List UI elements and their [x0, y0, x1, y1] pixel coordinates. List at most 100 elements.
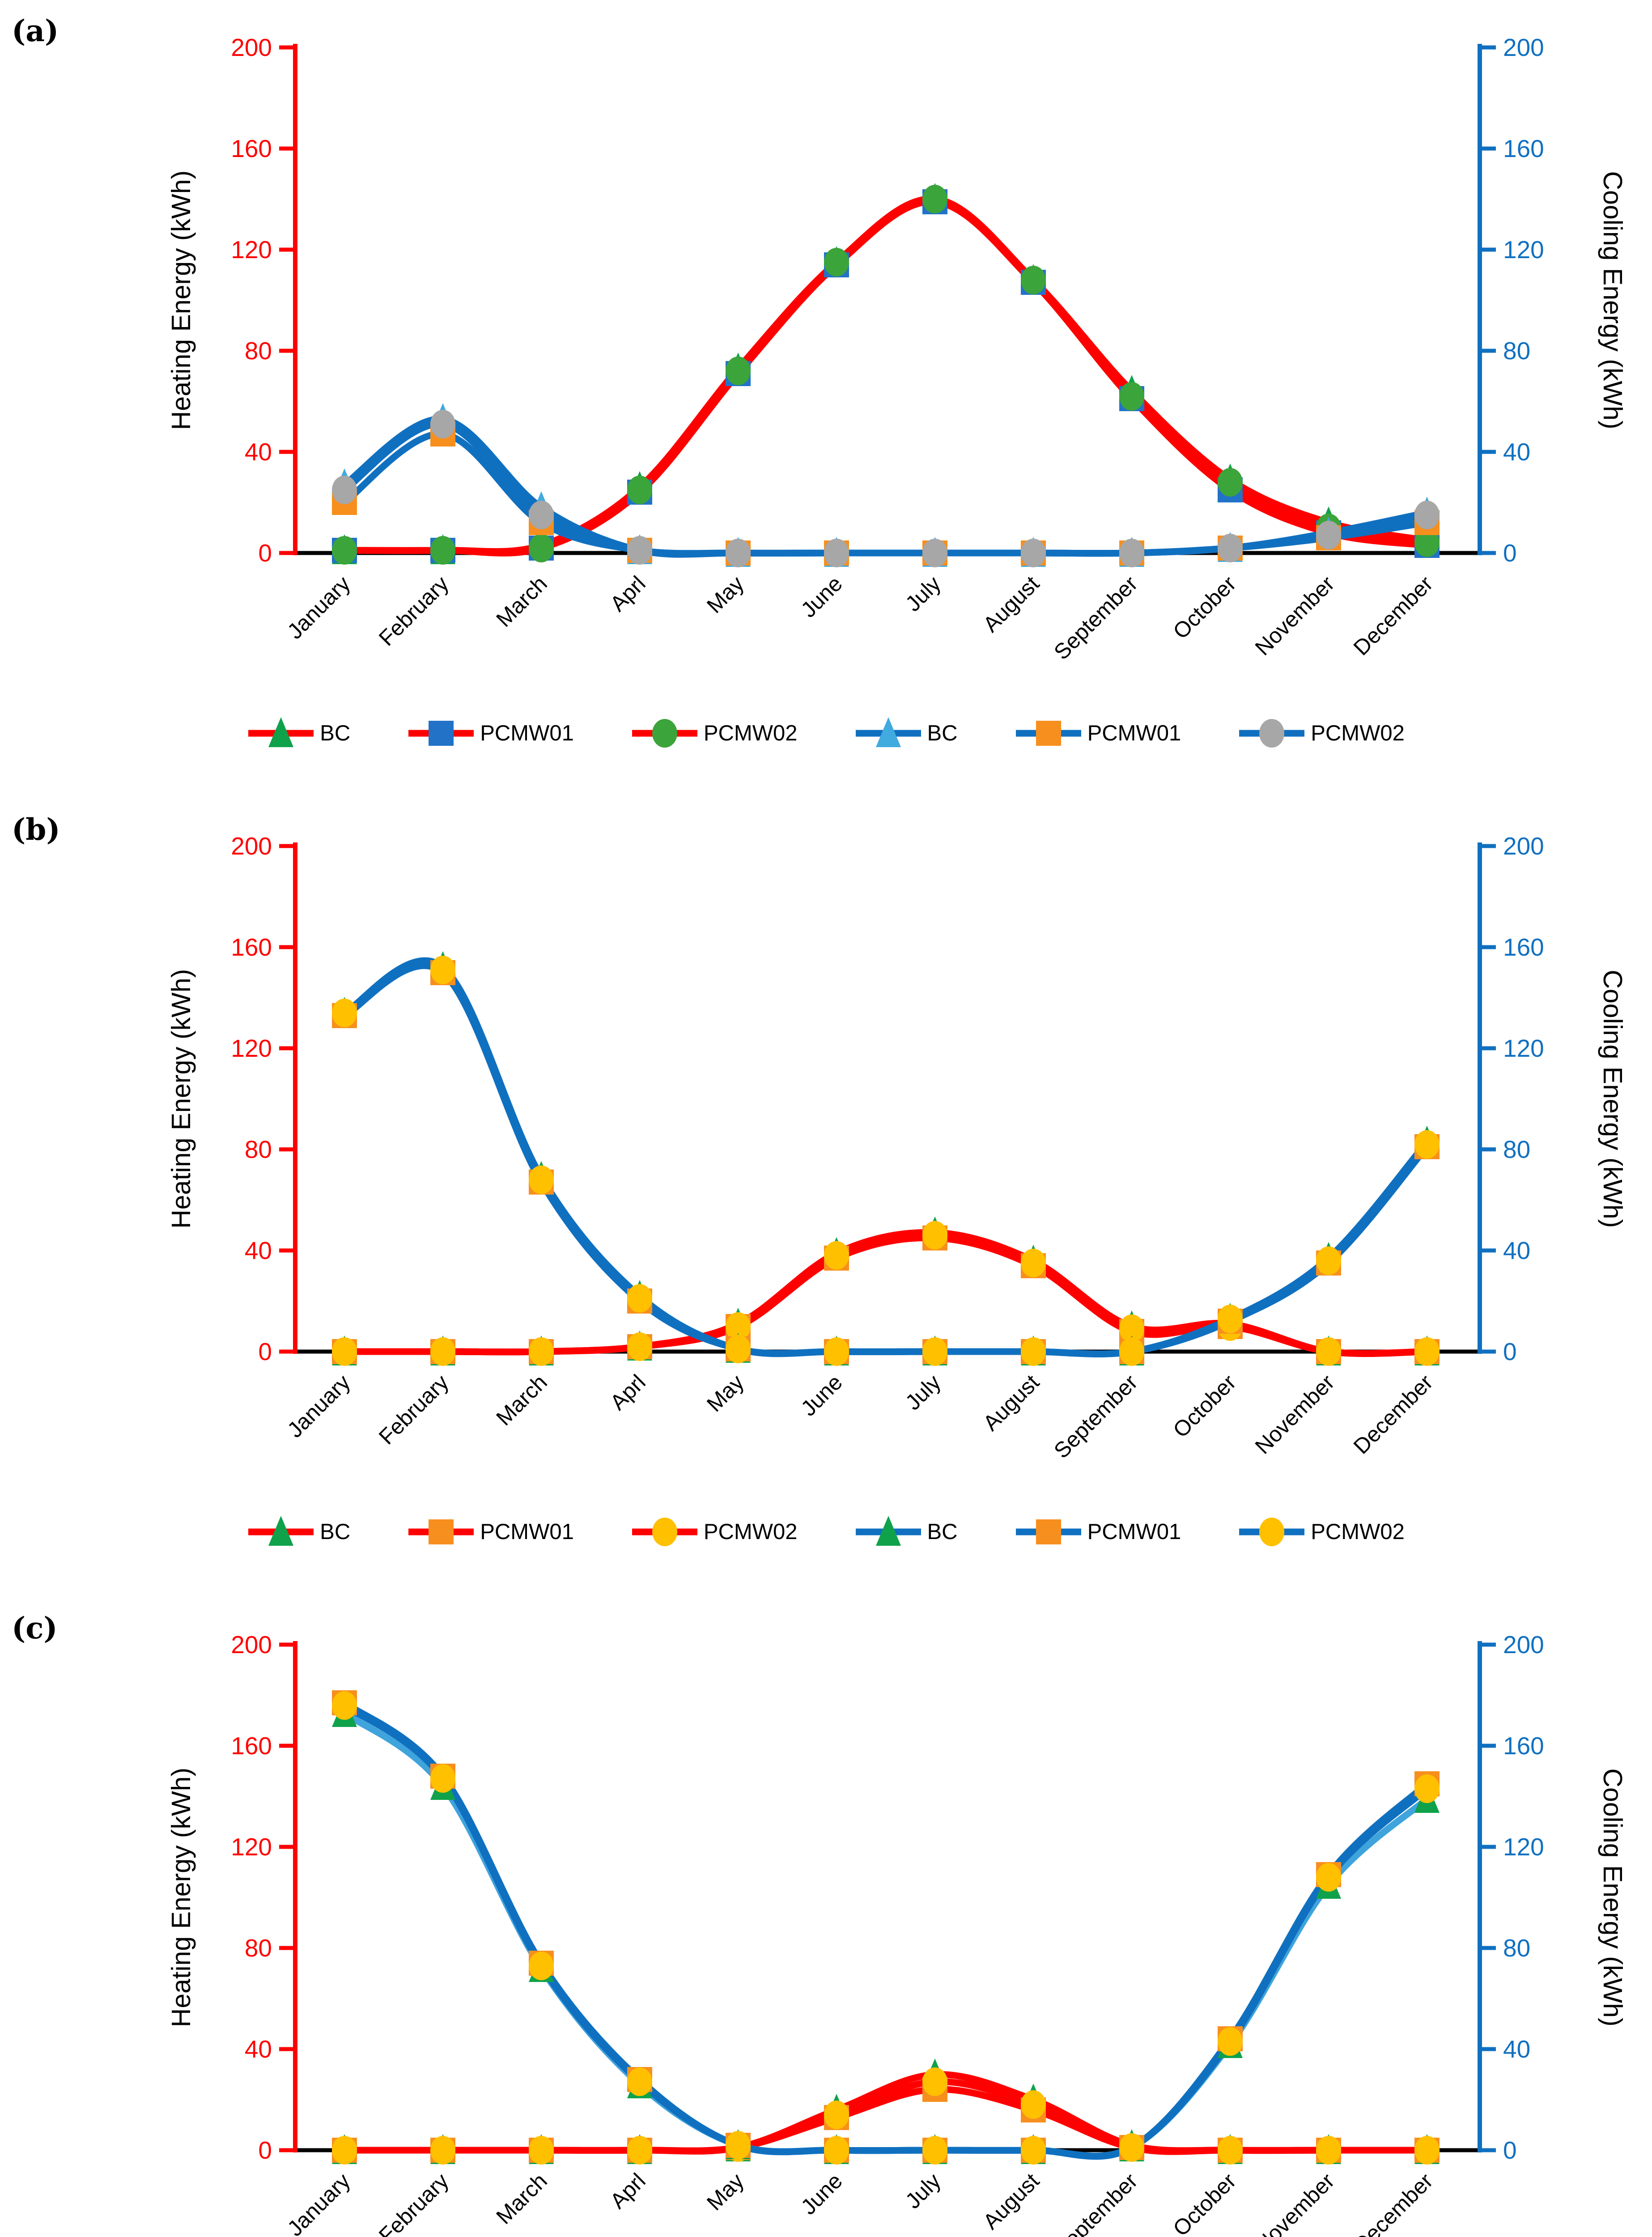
legend-circle-marker: [652, 1518, 677, 1546]
series-right-PCMW02-circle-marker: [1316, 521, 1341, 549]
left-tick-label: 120: [231, 236, 272, 264]
series-right-PCMW02-circle-marker: [1316, 1246, 1341, 1275]
panel-letter-a: (a): [12, 13, 59, 48]
x-tick-label: December: [1349, 1370, 1438, 1459]
series-line-right-PCMW02: [341, 1702, 1431, 2160]
series-right-PCMW02-circle-marker: [430, 1764, 455, 1793]
right-tick-label: 200: [1503, 1631, 1544, 1659]
series-right-PCMW02-circle-marker: [1021, 2136, 1046, 2165]
legend-item-right-PCMW02: PCMW02: [1238, 714, 1405, 753]
panel-letter-c: (c): [12, 1611, 58, 1646]
x-tick-label: May: [702, 1370, 749, 1416]
series-line-right-PCMW02: [341, 959, 1431, 1357]
right-tick-label: 40: [1503, 438, 1530, 466]
series-left-PCMW02-circle-marker: [1119, 1314, 1144, 1343]
series-line-left-PCMW02: [341, 1232, 1431, 1357]
legend-square-marker: [1036, 721, 1061, 746]
series-right-PCMW02-circle-marker: [1414, 501, 1440, 529]
series-right-PCMW02-circle-marker: [627, 536, 652, 565]
left-tick-label: 160: [231, 135, 272, 162]
left-axis-title: Heating Energy (kWh): [166, 969, 196, 1229]
series-right-PCMW02-circle-marker: [726, 539, 751, 567]
series-left-PCMW02-circle-marker: [1316, 1337, 1341, 1366]
right-tick-label: 40: [1503, 2035, 1530, 2063]
left-tick-label: 0: [258, 1338, 272, 1365]
left-tick-label: 200: [231, 34, 272, 61]
series-left-PCMW02-circle-marker: [1414, 2136, 1440, 2165]
series-right-PCMW02-circle-marker: [1119, 2133, 1144, 2162]
series-right-PCMW02-circle-marker: [1021, 1337, 1046, 1366]
legend-label: PCMW01: [1087, 1520, 1181, 1544]
right-tick-label: 160: [1503, 1732, 1544, 1760]
legend-series-icon: [408, 1519, 474, 1544]
heating-cooling-chart-c: 0 0 40 40 80 80 120 120 160 160 200 200 Heating Ener…: [166, 1631, 1627, 2237]
right-axis-title: Cooling Energy (kWh): [1598, 970, 1627, 1228]
x-tick-label: July: [901, 571, 946, 616]
series-left-PCMW02-circle-marker: [922, 2067, 947, 2096]
x-tick-label: June: [796, 1370, 847, 1421]
x-tick-label: September: [1049, 2169, 1142, 2237]
x-tick-label: February: [374, 571, 454, 651]
series-right-PCMW02-circle-marker: [922, 1337, 947, 1366]
series-left-PCMW02-circle-marker: [824, 248, 849, 276]
series-left-PCMW02-circle-marker: [627, 2136, 652, 2165]
x-tick-label: June: [796, 572, 847, 622]
series-left-PCMW02-circle-marker: [824, 1241, 849, 1270]
legend-series-icon: [248, 1516, 314, 1546]
legend-triangle-marker: [875, 717, 901, 747]
series-left-PCMW02-circle-marker: [332, 2136, 357, 2165]
legend-item-right-BC: BC: [855, 1513, 958, 1551]
series-right-PCMW02-circle-marker: [1316, 1863, 1341, 1892]
left-tick-label: 0: [258, 2136, 272, 2164]
right-tick-label: 160: [1503, 135, 1544, 162]
legend-series-icon: [248, 717, 314, 747]
left-tick-label: 160: [231, 1732, 272, 1760]
x-tick-label: December: [1349, 572, 1438, 660]
left-axis-title: Heating Energy (kWh): [166, 1768, 196, 2027]
x-tick-label: March: [492, 572, 552, 632]
series-left-PCMW02-circle-marker: [332, 536, 357, 565]
legend-series-icon: [855, 1516, 921, 1546]
left-tick-label: 0: [258, 539, 272, 567]
left-tick-label: 200: [231, 832, 272, 860]
series-left-PCMW02-circle-marker: [332, 1337, 357, 1366]
right-tick-label: 160: [1503, 933, 1544, 961]
x-tick-label: May: [702, 2169, 749, 2215]
right-tick-label: 0: [1503, 1338, 1517, 1365]
right-tick-label: 80: [1503, 1934, 1530, 1962]
x-tick-label: November: [1251, 572, 1339, 660]
left-axis-title: Heating Energy (kWh): [166, 170, 196, 430]
x-tick-label: Aprl: [606, 2169, 650, 2214]
series-line-right-PCMW01: [341, 962, 1431, 1357]
legend-circle-marker: [652, 719, 677, 748]
legend-square-marker: [429, 1519, 454, 1544]
x-tick-label: October: [1168, 572, 1240, 644]
legend-item-left-BC: BC: [247, 714, 350, 753]
series-left-PCMW02-circle-marker: [430, 1337, 455, 1366]
series-left-PCMW02-circle-marker: [1218, 468, 1243, 497]
series-left-PCMW02-circle-marker: [1119, 382, 1144, 411]
legend-item-right-PCMW02: PCMW02: [1238, 1513, 1405, 1551]
series-right-PCMW02-circle-marker: [529, 1952, 554, 1980]
series-right-PCMW02-circle-marker: [430, 956, 455, 984]
right-tick-label: 200: [1503, 832, 1544, 860]
series-right-PCMW02-circle-marker: [1119, 1337, 1144, 1366]
series-right-PCMW02-circle-marker: [824, 539, 849, 567]
x-tick-label: June: [796, 2169, 847, 2220]
legend-series-icon: [855, 717, 921, 747]
left-tick-label: 200: [231, 1631, 272, 1659]
legend-label: PCMW01: [480, 721, 574, 745]
legend-triangle-marker: [875, 1516, 901, 1546]
x-tick-label: September: [1049, 1370, 1142, 1463]
legend-b: BC PCMW01 PCMW02 BC PCMW01 PCMW02: [0, 1513, 1652, 1551]
series-left-PCMW02-circle-marker: [430, 536, 455, 565]
x-tick-label: November: [1251, 1370, 1339, 1459]
x-tick-label: Aprl: [606, 572, 650, 617]
series-right-PCMW02-circle-marker: [1218, 534, 1243, 562]
x-tick-label: February: [374, 2169, 454, 2237]
right-tick-label: 120: [1503, 236, 1544, 264]
series-right-PCMW02-circle-marker: [1119, 539, 1144, 567]
legend-series-icon: [1015, 1519, 1081, 1544]
legend-label: PCMW02: [703, 721, 798, 745]
left-tick-label: 120: [231, 1034, 272, 1062]
